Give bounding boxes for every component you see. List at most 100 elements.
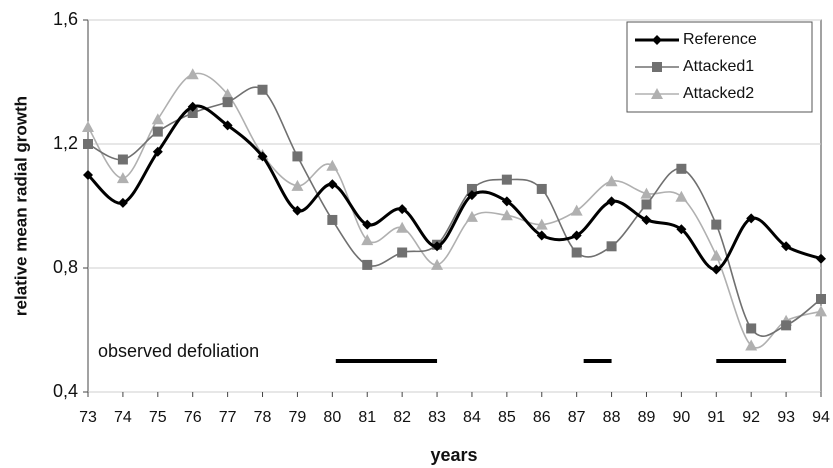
marker <box>746 323 757 334</box>
marker <box>640 187 653 199</box>
x-tick-label: 73 <box>79 409 97 426</box>
marker <box>186 68 199 80</box>
marker <box>222 97 233 108</box>
x-tick-label: 91 <box>707 409 725 426</box>
marker <box>500 209 513 221</box>
x-tick-label: 85 <box>498 409 516 426</box>
series-line <box>87 86 822 337</box>
marker <box>711 264 722 275</box>
marker <box>327 179 338 190</box>
marker <box>711 219 722 230</box>
legend-label: Attacked1 <box>683 58 754 75</box>
marker <box>117 197 128 208</box>
x-tick-label: 89 <box>638 409 656 426</box>
x-tick-label: 92 <box>742 409 760 426</box>
marker <box>432 241 443 252</box>
x-tick-label: 86 <box>533 409 551 426</box>
annotation: observed defoliation <box>98 341 259 361</box>
legend-label: Attacked2 <box>683 85 754 102</box>
y-tick-label: 0,4 <box>53 381 78 401</box>
marker <box>605 175 618 187</box>
y-axis-title: relative mean radial growth <box>11 96 30 316</box>
x-tick-label: 74 <box>114 409 132 426</box>
marker <box>187 108 198 118</box>
marker <box>326 159 339 171</box>
marker <box>291 179 304 191</box>
marker <box>675 190 688 202</box>
marker <box>746 213 757 224</box>
marker <box>83 170 93 180</box>
y-tick-label: 1,6 <box>53 9 78 29</box>
marker <box>501 196 512 207</box>
marker <box>362 219 373 230</box>
marker <box>536 230 547 241</box>
marker <box>781 320 792 331</box>
marker <box>465 210 478 222</box>
marker <box>816 253 826 264</box>
x-tick-label: 75 <box>149 409 167 426</box>
series-line <box>86 104 822 272</box>
marker <box>221 88 234 100</box>
x-tick-label: 79 <box>289 409 307 426</box>
marker <box>571 247 582 258</box>
x-tick-label: 80 <box>323 409 341 426</box>
x-tick-label: 82 <box>393 409 411 426</box>
marker <box>362 259 373 270</box>
marker <box>152 126 163 137</box>
marker <box>222 120 233 131</box>
legend-marker <box>652 62 662 72</box>
y-tick-label: 0,8 <box>53 257 78 277</box>
marker <box>397 247 408 258</box>
x-tick-label: 93 <box>777 409 795 426</box>
marker <box>152 146 163 157</box>
marker <box>116 172 129 184</box>
marker <box>501 174 512 185</box>
marker <box>571 230 582 241</box>
marker <box>292 205 303 216</box>
marker <box>816 294 826 304</box>
marker <box>257 151 268 162</box>
marker <box>361 234 374 246</box>
marker <box>117 154 128 165</box>
x-tick-label: 83 <box>428 409 446 426</box>
marker <box>641 214 652 225</box>
marker <box>292 151 303 162</box>
marker <box>815 305 827 317</box>
marker <box>710 249 723 261</box>
x-tick-label: 87 <box>568 409 586 426</box>
x-tick-label: 90 <box>672 409 690 426</box>
marker <box>396 221 409 233</box>
marker <box>676 224 687 235</box>
x-tick-label: 76 <box>184 409 202 426</box>
x-tick-label: 77 <box>219 409 237 426</box>
marker <box>82 120 94 132</box>
marker <box>397 204 408 215</box>
marker <box>606 241 617 252</box>
marker <box>606 196 617 207</box>
x-tick-label: 88 <box>603 409 621 426</box>
marker <box>466 190 477 201</box>
x-tick-label: 78 <box>254 409 272 426</box>
x-axis-title: years <box>430 445 477 465</box>
x-tick-label: 81 <box>358 409 376 426</box>
marker <box>466 183 477 194</box>
marker <box>641 199 652 210</box>
legend-marker <box>651 88 663 99</box>
legend-label: Reference <box>683 31 757 48</box>
marker <box>570 204 583 216</box>
marker <box>536 183 547 194</box>
marker <box>781 241 792 252</box>
marker <box>327 214 338 225</box>
series-line <box>87 72 822 349</box>
marker <box>83 139 93 149</box>
marker <box>151 113 164 125</box>
marker <box>257 84 268 95</box>
legend-marker <box>652 35 662 45</box>
marker <box>187 101 198 112</box>
marker <box>431 258 444 270</box>
marker <box>676 163 687 174</box>
y-tick-label: 1,2 <box>53 133 78 153</box>
x-tick-label: 84 <box>463 409 481 426</box>
